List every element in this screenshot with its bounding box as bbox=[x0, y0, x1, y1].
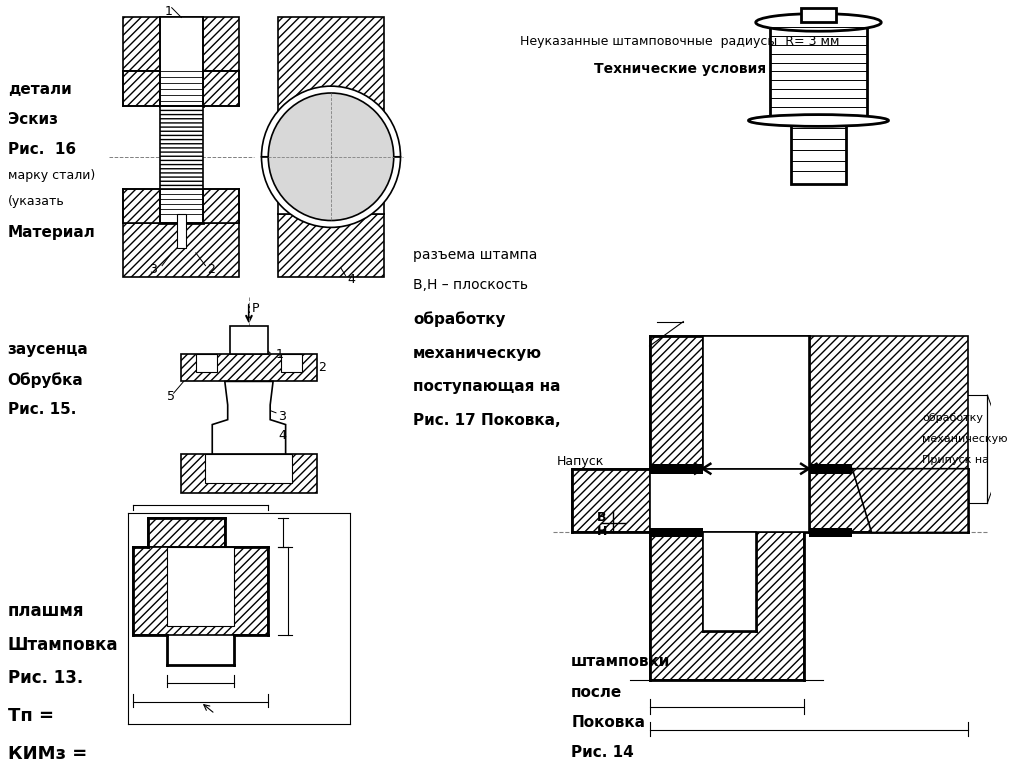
Bar bbox=[809, 336, 968, 532]
Bar bbox=[196, 354, 217, 372]
Text: (указать: (указать bbox=[8, 195, 65, 208]
Text: механическую: механическую bbox=[413, 346, 542, 360]
Text: 4: 4 bbox=[278, 429, 286, 442]
Bar bbox=[702, 532, 756, 631]
Bar bbox=[124, 71, 160, 106]
Text: Эскиз: Эскиз bbox=[8, 112, 57, 127]
Bar bbox=[809, 464, 852, 474]
Bar bbox=[649, 468, 809, 532]
Bar bbox=[181, 354, 316, 382]
Bar bbox=[160, 106, 203, 189]
Polygon shape bbox=[809, 468, 968, 532]
Bar bbox=[281, 354, 302, 372]
Ellipse shape bbox=[749, 114, 889, 127]
Bar bbox=[167, 547, 234, 626]
Text: Рис. 13.: Рис. 13. bbox=[8, 670, 83, 687]
Bar bbox=[702, 336, 809, 468]
Text: P: P bbox=[252, 302, 259, 315]
Text: Рис.  16: Рис. 16 bbox=[8, 142, 76, 157]
Circle shape bbox=[268, 93, 394, 220]
Text: Штамповка: Штамповка bbox=[8, 636, 118, 654]
Bar bbox=[124, 223, 240, 277]
Text: Напуск: Напуск bbox=[556, 455, 604, 468]
Polygon shape bbox=[212, 382, 286, 454]
Text: 3: 3 bbox=[150, 263, 158, 276]
Bar bbox=[176, 214, 186, 248]
Text: штамповки: штамповки bbox=[571, 654, 671, 670]
Bar bbox=[229, 326, 268, 354]
Bar bbox=[206, 454, 293, 483]
Text: Н: Н bbox=[596, 525, 607, 538]
Bar bbox=[124, 18, 240, 71]
Bar bbox=[792, 121, 846, 184]
Bar bbox=[203, 189, 240, 223]
Text: Рис. 17 Поковка,: Рис. 17 Поковка, bbox=[413, 413, 560, 429]
Text: В: В bbox=[596, 511, 606, 524]
Text: обработку: обработку bbox=[413, 312, 506, 327]
Bar bbox=[278, 18, 384, 115]
Text: Припуск на: Припуск на bbox=[922, 455, 989, 465]
Bar bbox=[147, 518, 225, 547]
Bar bbox=[649, 336, 702, 468]
Text: обработку: обработку bbox=[922, 412, 983, 422]
Text: разъема штампа: разъема штампа bbox=[413, 247, 538, 262]
Bar bbox=[572, 468, 649, 532]
Bar bbox=[181, 454, 316, 493]
Text: Обрубка: Обрубка bbox=[8, 372, 84, 388]
Bar bbox=[649, 532, 804, 680]
Text: В,Н – плоскость: В,Н – плоскость bbox=[413, 278, 528, 292]
Text: 2: 2 bbox=[318, 361, 327, 374]
Ellipse shape bbox=[756, 14, 882, 31]
Text: плашмя: плашмя bbox=[8, 601, 84, 620]
Text: после: после bbox=[571, 684, 623, 700]
Text: Материал: Материал bbox=[8, 225, 95, 240]
Bar bbox=[649, 528, 702, 538]
Text: механическую: механическую bbox=[922, 434, 1008, 444]
Bar bbox=[160, 18, 203, 106]
Text: Поковка: Поковка bbox=[571, 715, 645, 730]
Text: 1: 1 bbox=[275, 348, 284, 361]
Bar bbox=[801, 8, 836, 22]
Bar bbox=[809, 528, 852, 538]
Text: Рис. 14: Рис. 14 bbox=[571, 745, 634, 760]
Text: поступающая на: поступающая на bbox=[413, 379, 560, 395]
Bar bbox=[133, 547, 268, 635]
Bar bbox=[160, 189, 203, 223]
Text: 4: 4 bbox=[347, 273, 355, 286]
Bar bbox=[278, 171, 384, 214]
Text: КИМз =: КИМз = bbox=[8, 745, 87, 763]
Text: 3: 3 bbox=[278, 410, 286, 423]
Text: Неуказанные штамповочные  радиусы  R= 3 мм: Неуказанные штамповочные радиусы R= 3 мм bbox=[520, 35, 840, 48]
Text: Рис. 15.: Рис. 15. bbox=[8, 402, 76, 417]
Text: Тп =: Тп = bbox=[8, 707, 53, 725]
Wedge shape bbox=[261, 86, 400, 157]
Text: 2: 2 bbox=[208, 263, 215, 276]
Bar bbox=[278, 214, 384, 277]
Bar bbox=[770, 22, 866, 121]
Polygon shape bbox=[809, 468, 968, 532]
Wedge shape bbox=[261, 157, 400, 227]
Text: заусенца: заусенца bbox=[8, 342, 88, 357]
Bar bbox=[203, 71, 240, 106]
Text: Технические условия: Технические условия bbox=[594, 61, 766, 75]
Bar bbox=[649, 464, 702, 474]
Text: марку стали): марку стали) bbox=[8, 168, 95, 181]
Text: 5: 5 bbox=[167, 390, 175, 403]
Text: 1: 1 bbox=[165, 5, 173, 18]
Text: детали: детали bbox=[8, 82, 72, 97]
Bar bbox=[124, 189, 160, 223]
Bar bbox=[278, 115, 384, 142]
